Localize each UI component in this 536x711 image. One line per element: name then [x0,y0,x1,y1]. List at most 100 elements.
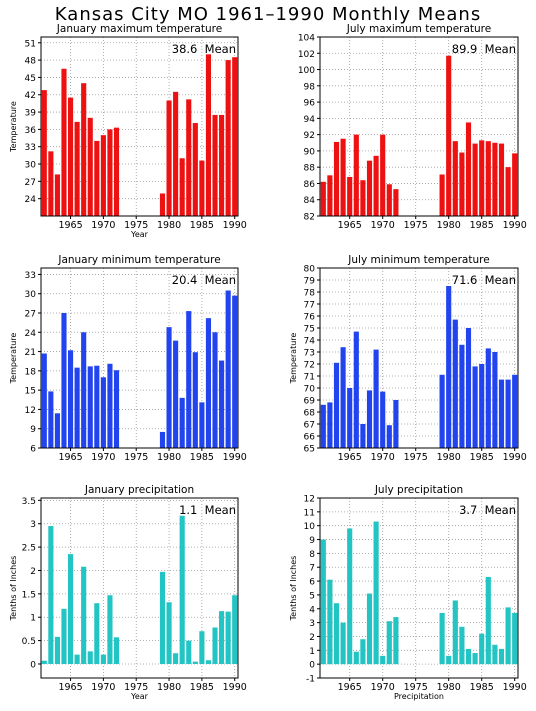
bar-1972 [393,617,399,665]
x-tick-label: 1965 [338,682,362,693]
x-tick-label: 1980 [437,220,461,231]
chart-title: January precipitation [84,484,194,496]
x-tick-label: 1970 [371,220,395,231]
plot-frame [40,36,239,217]
bar-1988 [498,143,505,216]
y-tick-label: 51 [25,39,36,49]
y-tick-label: 12 [304,495,315,505]
chart-title: July minimum temperature [347,254,489,266]
bar-1984 [472,653,478,665]
bar-1988 [219,114,225,216]
y-tick-label: 74 [304,337,316,347]
y-tick-label: 79 [304,277,316,287]
x-tick-label: 1965 [58,220,82,231]
y-tick-label: 100 [298,66,315,76]
bar-1970 [380,391,386,448]
chart-jan-precip: 0 0.5 1 1.5 2 2.5 3 3.5 1965 1970 1975 1980 1985 1990… [9,484,247,701]
y-tick-label: 90 [304,147,316,157]
bar-1961 [41,90,47,216]
x-tick-label: 1965 [58,682,82,693]
bar-1987 [212,332,218,448]
bar-1986 [485,348,491,448]
bar-1984 [192,661,198,664]
x-tick-label: 1975 [404,452,428,463]
bar-1990 [232,295,238,448]
bar-1984 [472,143,478,216]
bar-1989 [505,379,511,448]
x-tick-label: 1975 [404,682,428,693]
bar-1963 [333,603,340,665]
bar-1964 [340,622,346,665]
y-tick-label: 94 [304,115,316,125]
bar-1971 [107,595,113,664]
bar-1981 [452,600,458,665]
y-tick-label: 24 [25,195,37,205]
bar-1963 [54,636,60,664]
bar-1979 [439,612,445,665]
bar-1986 [485,141,491,216]
mean-annotation: 20.4 Mean [172,273,236,287]
plot-frame [40,497,239,679]
y-tick-label: 45 [25,74,36,84]
mean-annotation: 71.6 Mean [452,273,516,287]
bar-1962 [327,579,333,665]
bar-1982 [179,515,185,664]
y-tick-label: 78 [304,289,316,299]
y-tick-label: 75 [304,325,315,335]
bar-1990 [512,153,518,216]
y-tick-label: 3 [30,520,36,530]
bar-1987 [492,352,498,448]
bar-1980 [446,55,452,216]
y-tick-label: 0 [309,661,315,671]
x-tick-label: 1990 [503,220,527,231]
bar-1962 [48,391,54,448]
bar-1968 [87,651,93,664]
bar-1969 [373,155,379,216]
x-axis-label: Precipitation [394,692,444,701]
y-axis-label: Temperature [9,101,18,153]
bar-1988 [498,379,505,448]
y-tick-label: 67 [304,421,315,431]
bar-1981 [452,141,458,216]
x-tick-label: 1970 [91,682,115,693]
bar-1961 [320,404,326,448]
bar-1987 [492,644,498,665]
y-tick-label: 6 [309,578,315,588]
y-tick-label: 48 [25,57,37,67]
x-tick-label: 1975 [124,452,148,463]
bar-1966 [353,134,359,216]
plot-frame [319,267,519,449]
bar-1964 [340,347,346,448]
y-tick-label: 30 [25,161,37,171]
y-tick-label: 88 [304,164,316,174]
bar-1966 [74,367,80,448]
x-tick-label: 1980 [437,452,461,463]
bar-1982 [179,397,185,448]
y-tick-label: 4 [309,605,315,615]
bar-1965 [347,388,353,448]
y-tick-label: 39 [25,109,37,119]
bar-1966 [353,331,359,448]
bar-1985 [199,631,205,664]
y-tick-label: 0.5 [22,637,36,647]
bar-1986 [205,660,212,664]
bar-1966 [74,121,80,216]
x-tick-label: 1985 [470,220,494,231]
y-axis-label: Tenths of Inches [289,556,298,622]
y-tick-label: 77 [304,301,315,311]
y-tick-label: 33 [25,271,36,281]
chart-jul-min: 65 66 67 68 69 70 71 72 73 74 75 76 77 78 79 80 1965 1970… [289,254,527,463]
bar-1963 [333,362,340,448]
mean-annotation: 1.1 Mean [179,503,236,517]
bar-1986 [205,54,212,216]
y-tick-label: 9 [30,425,36,435]
bar-1972 [113,370,120,448]
y-tick-label: 76 [304,313,316,323]
bar-1970 [100,377,106,448]
bar-1980 [446,655,452,665]
x-tick-label: 1985 [190,452,214,463]
bar-1983 [465,328,472,448]
bar-1962 [327,402,333,448]
y-tick-label: 96 [304,99,316,109]
y-tick-label: 1 [309,647,315,657]
